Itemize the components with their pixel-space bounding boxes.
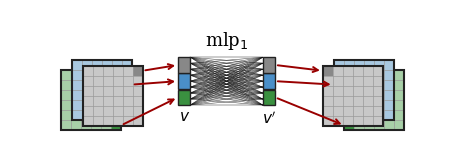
Bar	[344, 120, 354, 130]
Bar	[323, 66, 383, 126]
Bar	[334, 60, 394, 120]
Bar	[61, 70, 121, 130]
Bar	[133, 66, 143, 76]
Text: mlp$_1$: mlp$_1$	[205, 30, 248, 52]
Bar	[83, 66, 143, 126]
Bar	[178, 74, 190, 89]
Bar	[344, 70, 405, 130]
Bar	[83, 66, 143, 126]
Bar	[263, 74, 275, 89]
Bar	[344, 70, 405, 130]
Bar	[178, 90, 190, 105]
Bar	[72, 60, 132, 120]
Bar	[323, 66, 333, 76]
Bar	[263, 57, 275, 73]
Bar	[263, 90, 275, 105]
Text: $v'$: $v'$	[262, 110, 276, 127]
Bar	[178, 57, 190, 73]
Bar	[334, 80, 344, 90]
Text: $v$: $v$	[178, 110, 190, 124]
Bar	[111, 120, 121, 130]
Bar	[122, 80, 132, 90]
Bar	[72, 60, 132, 120]
Bar	[61, 70, 121, 130]
Bar	[323, 66, 383, 126]
Bar	[334, 60, 394, 120]
